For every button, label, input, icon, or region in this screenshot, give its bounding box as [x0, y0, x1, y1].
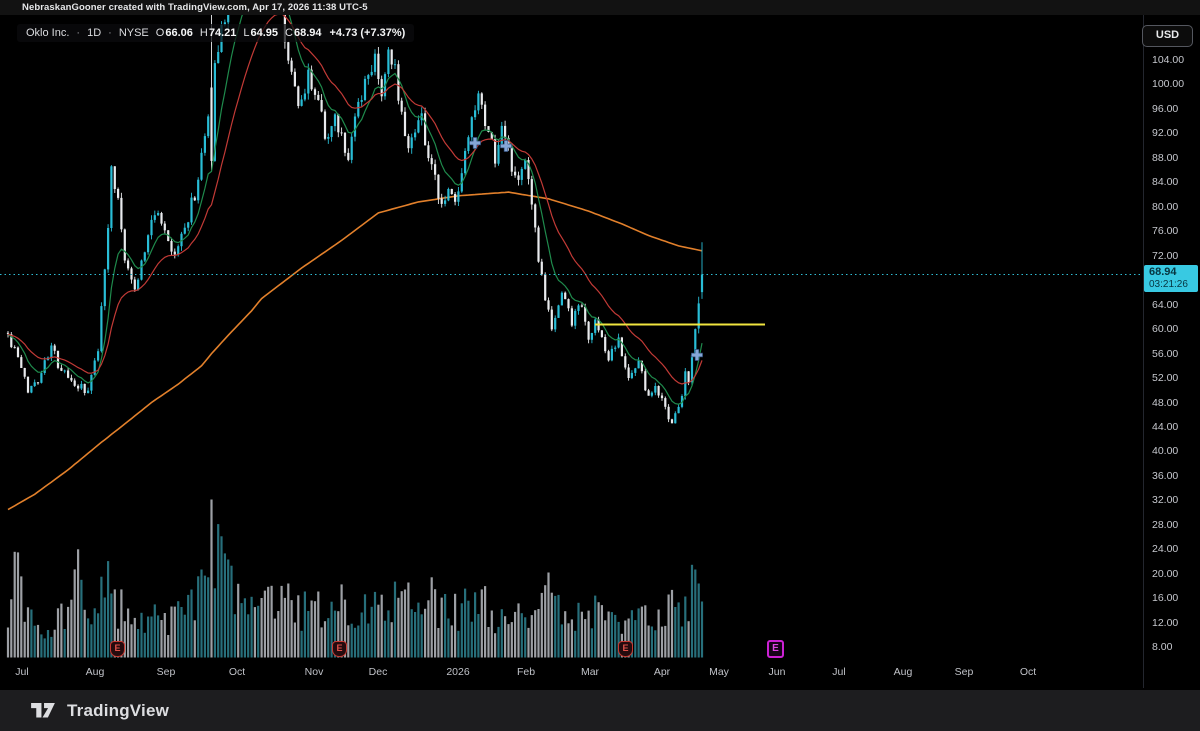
attribution-text: NebraskanGooner created with TradingView…: [22, 2, 368, 13]
cross-marker[interactable]: [500, 140, 512, 152]
price-tick-label: 8.00: [1152, 641, 1173, 653]
price-tick-label: 24.00: [1152, 543, 1179, 555]
price-tick-label: 92.00: [1152, 127, 1179, 139]
price-tick-label: 48.00: [1152, 397, 1179, 409]
month-label: 2026: [446, 666, 470, 678]
price-tick-label: 96.00: [1152, 103, 1179, 115]
cross-marker[interactable]: [691, 349, 703, 361]
month-label: Aug: [85, 666, 105, 678]
price-tick-label: 44.00: [1152, 421, 1179, 433]
close-field: C68.94: [285, 27, 322, 39]
exchange-name: NYSE: [118, 27, 149, 39]
time-axis[interactable]: Jul Aug Sep Oct Nov Dec 2026 Feb Mar Apr May Jun Jul…: [0, 660, 1143, 688]
price-tick-label: 40.00: [1152, 445, 1179, 457]
price-tick-label: 52.00: [1152, 372, 1179, 384]
month-label: Jun: [768, 666, 786, 678]
change-value: +4.73 (+7.37%): [329, 27, 406, 39]
price-tick-label: 64.00: [1152, 299, 1179, 311]
tradingview-brand-text[interactable]: TradingView: [67, 700, 170, 720]
ma-fast-line: [7, 15, 703, 405]
low-field: L64.95: [243, 27, 279, 39]
month-label: Apr: [653, 666, 671, 678]
close-value: 68.94: [293, 27, 322, 39]
chart-interval: 1D: [87, 27, 102, 39]
month-label: Nov: [304, 666, 324, 678]
price-tick-label: 72.00: [1152, 250, 1179, 262]
open-field: O66.06: [155, 27, 193, 39]
ma-200-line: [7, 191, 703, 511]
month-label: Mar: [580, 666, 600, 678]
price-tick-label: 56.00: [1152, 348, 1179, 360]
price-tick-label: 32.00: [1152, 494, 1179, 506]
cross-marker[interactable]: [469, 137, 481, 149]
price-tick-label: 12.00: [1152, 617, 1179, 629]
last-price-value: 68.94: [1149, 266, 1177, 278]
month-label: Sep: [954, 666, 974, 678]
price-tick-label: 104.00: [1152, 54, 1185, 66]
month-label: Aug: [893, 666, 913, 678]
currency-button[interactable]: USD: [1142, 25, 1193, 47]
price-axis[interactable]: 104.00 100.00 96.00 92.00 88.00 84.00 80.00 76.…: [1143, 15, 1200, 688]
price-tick-label: 88.00: [1152, 152, 1179, 164]
high-field: H74.21: [199, 27, 237, 39]
price-tick-label: 36.00: [1152, 470, 1179, 482]
price-tick-label: 100.00: [1152, 78, 1185, 90]
bar-countdown: 03:21:26: [1149, 279, 1188, 290]
earnings-badge-past[interactable]: E: [618, 641, 633, 657]
month-label: Oct: [1019, 666, 1037, 678]
price-tick-label: 80.00: [1152, 201, 1179, 213]
earnings-badge-past[interactable]: E: [332, 641, 347, 657]
tradingview-logo-icon[interactable]: [28, 703, 58, 718]
price-tick-label: 20.00: [1152, 568, 1179, 580]
price-tick-label: 84.00: [1152, 176, 1179, 188]
earnings-badge-upcoming[interactable]: E: [767, 640, 784, 658]
earnings-badge-past[interactable]: E: [110, 641, 125, 657]
month-label: Oct: [228, 666, 246, 678]
month-label: Jul: [832, 666, 846, 678]
last-price-label[interactable]: 68.94 03:21:26: [1144, 265, 1198, 292]
price-tick-label: 28.00: [1152, 519, 1179, 531]
price-tick-label: 60.00: [1152, 323, 1179, 335]
candles-layer: [6, 15, 704, 424]
price-chart-canvas[interactable]: [0, 0, 1143, 688]
open-value: 66.06: [165, 27, 193, 39]
ma-mid-line: [7, 15, 703, 385]
month-label: Dec: [368, 666, 388, 678]
symbol-name: Oklo Inc.: [26, 27, 70, 39]
symbol-legend[interactable]: Oklo Inc. · 1D · NYSE O66.06 H74.21 L64.…: [17, 24, 415, 42]
high-value: 74.21: [208, 27, 237, 39]
legend-separator: ·: [76, 27, 81, 39]
month-label: Feb: [516, 666, 536, 678]
low-value: 64.95: [250, 27, 279, 39]
price-tick-label: 76.00: [1152, 225, 1179, 237]
footer-bar: TradingView: [0, 688, 1200, 731]
volume-layer: [6, 499, 704, 658]
month-label: Jul: [15, 666, 29, 678]
month-label: May: [709, 666, 729, 678]
legend-separator: ·: [108, 27, 112, 39]
attribution-bar: NebraskanGooner created with TradingView…: [0, 0, 1200, 15]
price-tick-label: 16.00: [1152, 592, 1179, 604]
month-label: Sep: [156, 666, 176, 678]
